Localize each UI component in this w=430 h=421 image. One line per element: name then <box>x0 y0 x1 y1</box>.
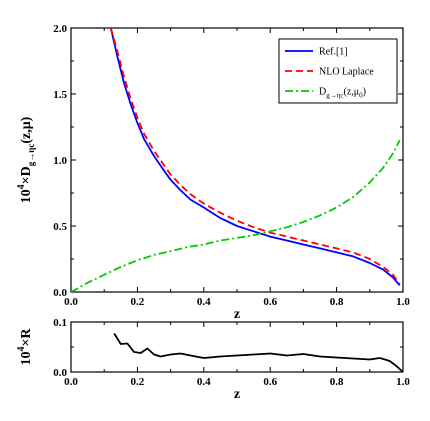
bottom-y-axis-label: 104×R <box>16 328 34 366</box>
top-x-tick-label: 0.8 <box>330 296 344 308</box>
top-y-axis-label: 104×Dg→ηc(z,μ) <box>16 116 36 203</box>
legend-fn-sub: g→ηc <box>326 92 343 100</box>
bot-x-tick-label: 0.0 <box>64 376 78 388</box>
legend: Ref.[1] NLO Laplace Dg→ηc(z,μ0) <box>278 38 398 104</box>
top-series-line-2 <box>71 139 401 292</box>
bottom-y-label-exponent: 4 <box>16 347 27 352</box>
bottom-x-axis-label: z <box>234 387 240 402</box>
top-y-tick-label: 0.5 <box>53 221 67 233</box>
bot-x-tick-label: 0.4 <box>197 376 211 388</box>
legend-fn-close: ) <box>363 87 366 98</box>
bottom-ticks: 0.0 0.2 0.4 0.6 0.8 1.0 0.0 0.1 <box>53 317 410 388</box>
bottom-y-label-base: 10 <box>19 352 34 366</box>
legend-fn: D <box>319 87 326 98</box>
top-y-tick-label: 0.0 <box>53 287 67 299</box>
bot-y-tick-label: 0.0 <box>53 367 67 379</box>
top-series-line-1 <box>109 28 401 285</box>
top-x-tick-label: 0.6 <box>263 296 277 308</box>
top-x-tick-label: 0.4 <box>197 296 211 308</box>
top-ticks: 0.0 0.2 0.4 0.6 0.8 1.0 0.0 0.5 1.0 1.5 2.0 <box>53 23 410 308</box>
top-y-label-mid: ×D <box>19 166 34 184</box>
bot-x-tick-label: 0.8 <box>330 376 344 388</box>
bottom-series <box>113 333 403 372</box>
top-x-tick-label: 1.0 <box>396 296 410 308</box>
legend-label-ref1: Ref.[1] <box>319 47 348 58</box>
top-series <box>71 28 401 292</box>
top-y-tick-label: 1.0 <box>53 155 67 167</box>
top-y-tick-label: 1.5 <box>53 89 67 101</box>
bot-x-tick-label: 0.6 <box>263 376 277 388</box>
bottom-y-label-mid: ×R <box>19 328 34 347</box>
top-y-tick-label: 2.0 <box>53 23 67 35</box>
bot-x-tick-label: 0.2 <box>131 376 145 388</box>
top-y-label-base: 10 <box>19 189 34 203</box>
top-x-axis-label: z <box>234 307 240 322</box>
bot-series-line-0 <box>113 333 403 372</box>
bottom-plot-frame <box>70 321 404 373</box>
legend-fn-arg-sub: 0 <box>359 92 363 100</box>
bot-x-tick-label: 1.0 <box>396 376 410 388</box>
legend-label-nlo-laplace: NLO Laplace <box>319 67 374 78</box>
top-x-tick-label: 0.0 <box>64 296 78 308</box>
top-series-line-0 <box>109 28 401 286</box>
top-y-label-subscript: g→ηc <box>26 144 36 167</box>
legend-fn-arg: (z,μ <box>344 87 360 98</box>
legend-label-d-g-etac: Dg→ηc(z,μ0) <box>319 87 366 100</box>
top-y-label-exponent: 4 <box>16 184 27 189</box>
top-y-label-tail: (z,μ) <box>19 116 34 143</box>
bot-y-tick-label: 0.1 <box>53 317 67 329</box>
top-x-tick-label: 0.2 <box>131 296 145 308</box>
bottom-panel: 0.0 0.2 0.4 0.6 0.8 1.0 0.0 0.1 z 104×R <box>16 317 410 402</box>
top-panel: 0.0 0.2 0.4 0.6 0.8 1.0 0.0 0.5 1.0 1.5 2.0 z 104×… <box>16 23 410 322</box>
